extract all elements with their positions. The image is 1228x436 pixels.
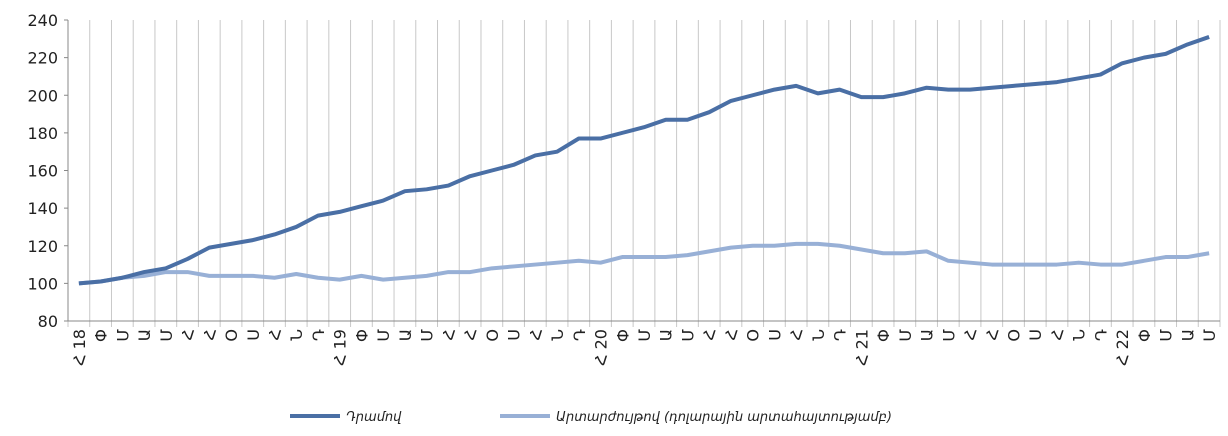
x-tick-label: Հ <box>179 329 198 340</box>
x-tick-label: Հ 21 <box>852 329 871 366</box>
legend-label: Արտարժույթով (դոլարային արտահայտությամբ) <box>556 410 892 425</box>
legend-label: Դրամով <box>346 410 402 425</box>
x-tick-label: Ս <box>1026 329 1045 341</box>
x-tick-label: Մ <box>896 329 915 342</box>
y-tick-label: 220 <box>27 49 58 68</box>
x-tick-label: Մ <box>1157 329 1176 342</box>
x-tick-label: Հ 22 <box>1113 329 1132 366</box>
x-tick-label: Հ 20 <box>592 329 611 366</box>
x-tick-label: Փ <box>613 329 632 342</box>
x-tick-label: Հ <box>722 329 741 340</box>
y-tick-label: 180 <box>27 124 58 143</box>
x-tick-label: Հ <box>461 329 480 340</box>
x-tick-label: Փ <box>874 329 893 342</box>
x-tick-label: Ա <box>918 329 937 341</box>
x-tick-label: Մ <box>678 329 697 342</box>
x-tick-label: Ս <box>765 329 784 341</box>
y-tick-label: 240 <box>27 11 58 30</box>
y-tick-label: 100 <box>27 274 58 293</box>
x-tick-label: Հ 19 <box>331 329 350 366</box>
x-tick-label: Դ <box>570 329 589 341</box>
x-tick-label: Հ <box>983 329 1002 340</box>
line <box>78 35 1210 286</box>
x-tick-label: Ա <box>657 329 676 341</box>
x-tick-label: Ն <box>287 329 306 341</box>
x-tick-label: Ն <box>548 329 567 341</box>
x-tick-label: Փ <box>1135 329 1154 342</box>
x-tick-label: Ն <box>1070 329 1089 341</box>
x-tick-label: Հ <box>961 329 980 340</box>
line <box>78 241 1210 286</box>
x-tick-label: Դ <box>831 329 850 341</box>
y-tick-label: 200 <box>27 86 58 105</box>
x-tick-label: Ա <box>1178 329 1197 341</box>
x-tick-label: Օ <box>483 329 502 342</box>
x-tick-label: Փ <box>92 329 111 342</box>
x-tick-label: Հ <box>787 329 806 340</box>
x-tick-label: Մ <box>374 329 393 342</box>
x-tick-label: Ա <box>135 329 154 341</box>
x-tick-label: Հ <box>526 329 545 340</box>
x-tick-label: Մ <box>418 329 437 342</box>
x-tick-label: Ս <box>505 329 524 341</box>
x-tick-label: Հ <box>439 329 458 340</box>
x-tick-label: Հ 18 <box>70 329 89 366</box>
x-tick-label: Փ <box>352 329 371 342</box>
x-tick-label: Դ <box>1091 329 1110 341</box>
x-tick-label: Մ <box>113 329 132 342</box>
x-tick-label: Դ <box>309 329 328 341</box>
x-tick-label: Օ <box>744 329 763 342</box>
x-tick-label: Օ <box>222 329 241 342</box>
y-tick-label: 140 <box>27 199 58 218</box>
x-tick-label: Հ <box>1048 329 1067 340</box>
x-tick-label: Մ <box>939 329 958 342</box>
y-tick-label: 120 <box>27 237 58 256</box>
x-tick-label: Ն <box>809 329 828 341</box>
x-tick-label: Օ <box>1005 329 1024 342</box>
x-tick-label: Հ <box>700 329 719 340</box>
x-tick-label: Մ <box>635 329 654 342</box>
x-tick-label: Հ <box>200 329 219 340</box>
x-tick-label: Ս <box>244 329 263 341</box>
x-tick-label: Մ <box>157 329 176 342</box>
y-tick-label: 160 <box>27 162 58 181</box>
x-tick-label: Ա <box>396 329 415 341</box>
y-tick-label: 80 <box>38 312 58 331</box>
x-tick-label: Մ <box>1200 329 1219 342</box>
x-tick-label: Հ <box>265 329 284 340</box>
